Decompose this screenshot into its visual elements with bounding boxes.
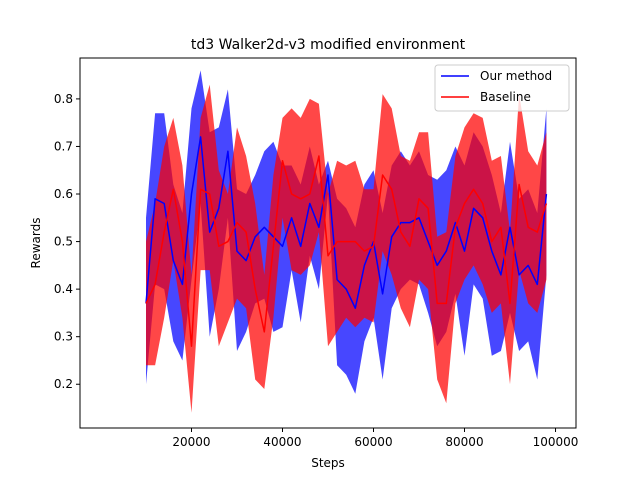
baseline-legend-label: Baseline — [480, 90, 531, 104]
y-axis-label: Rewards — [29, 218, 43, 269]
x-tick-label: 80000 — [445, 435, 483, 449]
series-lines — [145, 136, 548, 347]
chart-title: td3 Walker2d-v3 modified environment — [191, 37, 466, 53]
x-tick-label: 60000 — [354, 435, 392, 449]
legend: Our method Baseline — [434, 64, 570, 112]
x-axis: 20000 40000 60000 80000 100000 — [172, 428, 578, 449]
y-tick-label: 0.6 — [54, 187, 73, 201]
our-method-line — [145, 136, 548, 309]
our-method-legend-label: Our method — [480, 69, 552, 83]
y-axis: 0.2 0.3 0.4 0.5 0.6 0.7 0.8 — [54, 92, 80, 391]
x-tick-label: 20000 — [172, 435, 210, 449]
y-tick-label: 0.3 — [54, 330, 73, 344]
y-tick-label: 0.5 — [54, 235, 73, 249]
x-tick-label: 100000 — [533, 435, 579, 449]
y-tick-label: 0.7 — [54, 139, 73, 153]
baseline-band — [146, 84, 547, 413]
y-tick-label: 0.2 — [54, 377, 73, 391]
confidence-bands — [146, 70, 547, 413]
baseline-line — [145, 155, 548, 347]
x-axis-label: Steps — [311, 456, 345, 470]
y-tick-label: 0.4 — [54, 282, 73, 296]
plot-frame — [79, 57, 577, 429]
y-tick-label: 0.8 — [54, 92, 73, 106]
x-tick-label: 40000 — [263, 435, 301, 449]
